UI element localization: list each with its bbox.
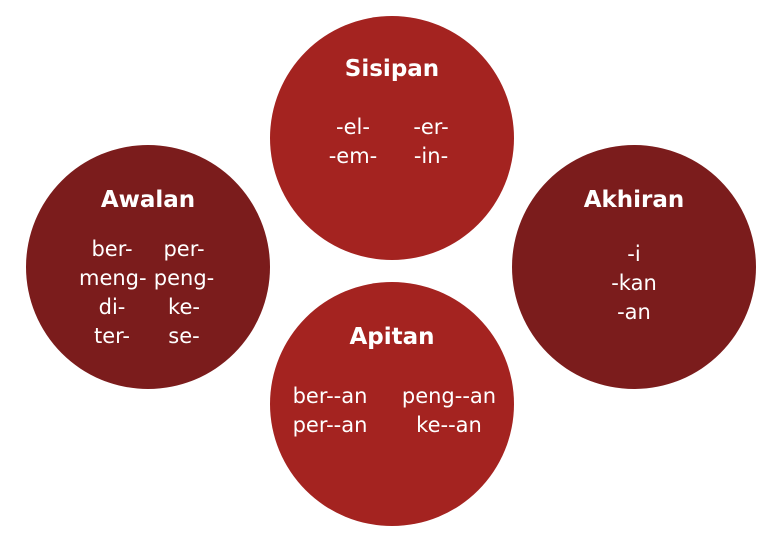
affix-item: ter- (93, 324, 131, 348)
affix-item: se- (168, 324, 200, 348)
affix-item: ber--an (292, 384, 368, 408)
affix-item: -an (617, 300, 651, 324)
affix-item: -i (627, 242, 641, 266)
affix-item: ke- (168, 295, 200, 319)
apitan-affix-list: ber--an peng--an per--an ke--an (270, 382, 514, 440)
akhiran-affix-list: -i -kan -an (512, 240, 756, 327)
affix-item: -em- (328, 144, 378, 168)
sisipan-affix-list: -el- -er- -em- -in- (270, 113, 514, 171)
sisipan-title: Sisipan (344, 56, 440, 82)
awalan-title: Awalan (100, 187, 196, 213)
sisipan-circle: Sisipan -el- -er- -em- -in- (270, 16, 514, 260)
affix-item: per- (163, 237, 205, 261)
apitan-title: Apitan (349, 324, 435, 350)
affix-item: meng- (79, 266, 147, 290)
akhiran-circle: Akhiran -i -kan -an (512, 145, 756, 389)
affix-item: -kan (611, 271, 657, 295)
awalan-circle: Awalan ber- per- meng- peng- di- ke- ter… (26, 145, 270, 389)
affix-item: -in- (413, 144, 449, 168)
awalan-affix-list: ber- per- meng- peng- di- ke- ter- se- (26, 235, 270, 351)
affix-item: per--an (292, 413, 368, 437)
akhiran-title: Akhiran (583, 187, 685, 213)
affix-item: ber- (91, 237, 133, 261)
affix-item: peng- (153, 266, 215, 290)
affix-item: -el- (336, 115, 370, 139)
affix-item: ke--an (416, 413, 482, 437)
affix-item: di- (98, 295, 126, 319)
affix-item: -er- (413, 115, 449, 139)
apitan-circle: Apitan ber--an peng--an per--an ke--an (270, 282, 514, 526)
affix-item: peng--an (401, 384, 497, 408)
